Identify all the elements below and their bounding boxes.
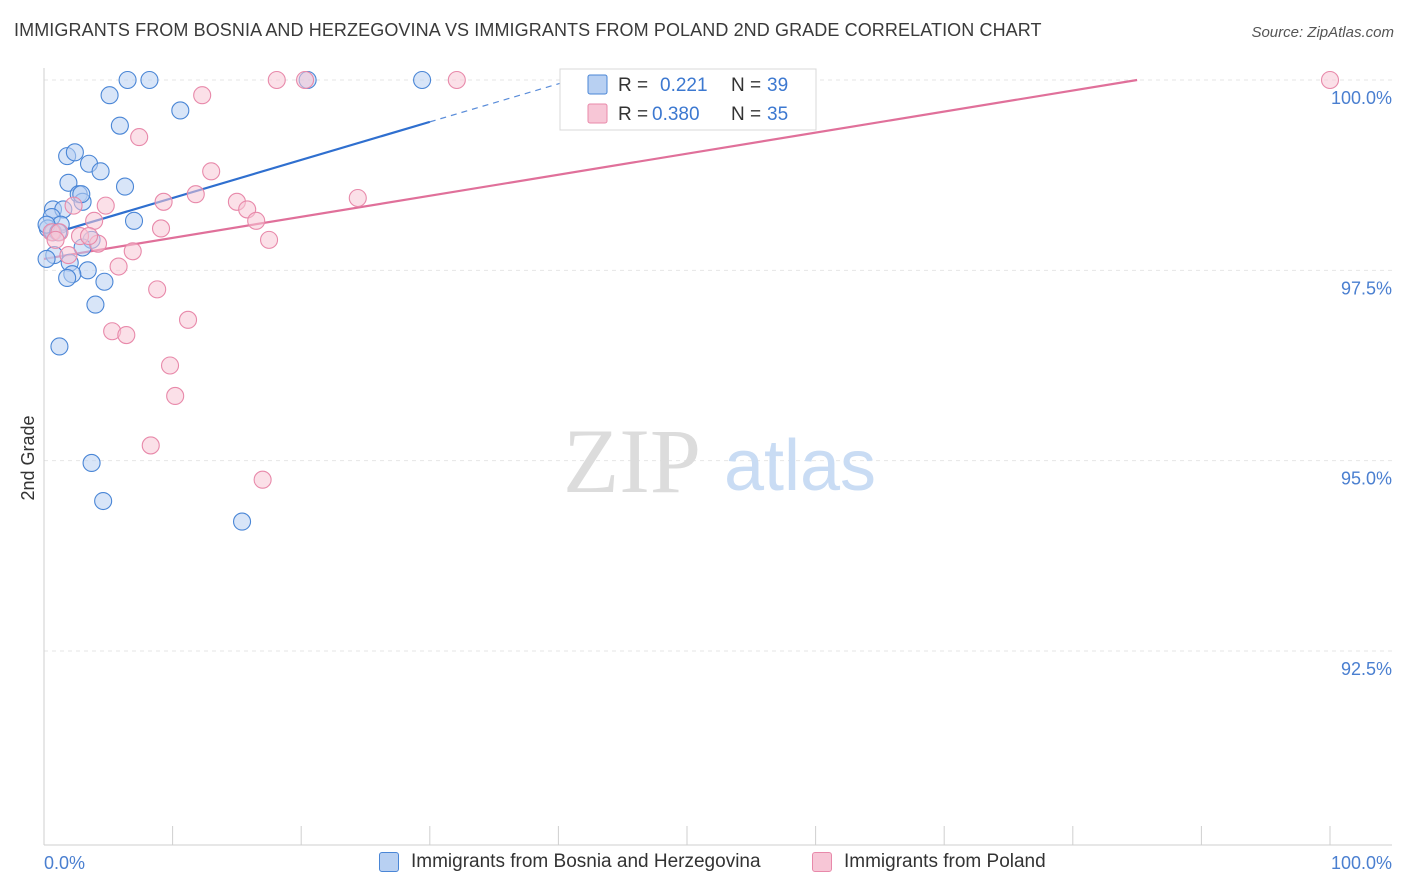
legend-swatch-pink xyxy=(812,852,832,872)
data-point-pink xyxy=(85,211,104,230)
data-point-blue xyxy=(171,101,190,120)
data-point-pink xyxy=(151,219,171,238)
legend-item-bosnia: Immigrants from Bosnia and Herzegovina xyxy=(379,851,761,873)
axes xyxy=(43,68,1392,846)
data-point-pink xyxy=(193,86,212,105)
data-point-pink xyxy=(296,70,315,90)
data-point-blue xyxy=(58,268,77,287)
watermark-zip: ZIP xyxy=(563,410,701,512)
y-tick-label: 92.5% xyxy=(1341,659,1392,679)
legend-r-label: R = xyxy=(618,75,648,96)
data-point-pink xyxy=(186,185,205,204)
data-point-blue xyxy=(59,173,78,192)
data-points xyxy=(37,70,1340,531)
legend-n-label: N = xyxy=(731,104,761,125)
data-point-blue xyxy=(100,86,119,105)
y-axis-label: 2nd Grade xyxy=(18,415,38,500)
legend-label-bosnia: Immigrants from Bosnia and Herzegovina xyxy=(411,851,761,872)
y-tick-label: 97.5% xyxy=(1341,278,1392,298)
data-point-blue xyxy=(94,491,113,511)
series-legend: Immigrants from Bosnia and Herzegovina I… xyxy=(0,851,1406,877)
data-point-pink xyxy=(148,280,167,299)
data-point-pink xyxy=(64,196,83,215)
data-point-pink xyxy=(123,242,142,261)
data-point-blue xyxy=(95,272,114,291)
data-point-pink xyxy=(348,188,367,208)
x-tick-label: 100.0% xyxy=(1331,853,1392,873)
data-point-pink xyxy=(59,246,78,265)
data-point-blue xyxy=(91,162,110,181)
trend-line-blue xyxy=(43,120,431,238)
legend-swatch-blue xyxy=(587,74,608,95)
data-point-pink xyxy=(178,310,198,329)
watermark: ZIP atlas xyxy=(563,410,876,512)
data-point-blue xyxy=(37,249,56,268)
data-point-pink xyxy=(130,128,149,147)
data-point-blue xyxy=(140,70,159,90)
x-tick-label: 0.0% xyxy=(44,853,85,873)
data-point-blue xyxy=(82,453,101,473)
data-point-pink xyxy=(117,325,136,345)
legend-r-value: 0.221 xyxy=(660,75,708,96)
stats-legend: R = 0.221 N = 39 R = 0.380 N = 35 xyxy=(559,68,817,131)
data-point-pink xyxy=(202,162,221,181)
legend-r-label: R = xyxy=(618,104,648,125)
legend-swatch-pink xyxy=(587,103,608,124)
data-point-pink xyxy=(259,230,279,249)
chart-title: IMMIGRANTS FROM BOSNIA AND HERZEGOVINA V… xyxy=(14,20,1042,40)
data-point-blue xyxy=(118,70,137,90)
data-point-blue xyxy=(115,177,135,196)
data-point-blue xyxy=(78,261,97,280)
data-point-pink xyxy=(447,70,466,90)
data-point-blue xyxy=(110,116,129,135)
data-point-pink xyxy=(141,436,160,455)
legend-swatch-blue xyxy=(379,852,399,872)
data-point-blue xyxy=(65,143,84,162)
data-point-pink xyxy=(1320,70,1340,90)
legend-n-value: 39 xyxy=(767,75,788,96)
legend-label-poland: Immigrants from Poland xyxy=(844,851,1046,872)
data-point-pink xyxy=(160,356,180,375)
data-point-pink xyxy=(96,196,115,215)
data-point-pink xyxy=(267,70,286,90)
legend-n-label: N = xyxy=(731,75,761,96)
data-point-pink xyxy=(247,211,266,230)
data-point-pink xyxy=(166,386,185,406)
data-point-pink xyxy=(109,257,128,276)
data-point-pink xyxy=(154,192,173,211)
trend-line-pink xyxy=(43,78,1138,260)
y-tick-label: 95.0% xyxy=(1341,469,1392,489)
grid-lines xyxy=(44,79,1392,652)
y-tick-label: 100.0% xyxy=(1331,88,1392,108)
data-point-pink xyxy=(253,470,272,489)
data-point-pink xyxy=(79,227,99,246)
legend-item-poland: Immigrants from Poland xyxy=(812,851,1046,873)
data-point-blue xyxy=(413,70,432,90)
legend-n-value: 35 xyxy=(767,104,788,125)
data-point-pink xyxy=(46,230,65,249)
data-point-blue xyxy=(232,512,252,531)
data-point-blue xyxy=(86,295,105,314)
source-label: Source: ZipAtlas.com xyxy=(1251,24,1394,41)
watermark-atlas: atlas xyxy=(724,426,876,506)
legend-r-value: 0.380 xyxy=(652,104,700,125)
data-point-blue xyxy=(50,337,69,356)
tick-labels: 92.5% 95.0% 97.5% 100.0% 0.0% 100.0% xyxy=(44,88,1392,873)
data-point-blue xyxy=(124,211,144,230)
